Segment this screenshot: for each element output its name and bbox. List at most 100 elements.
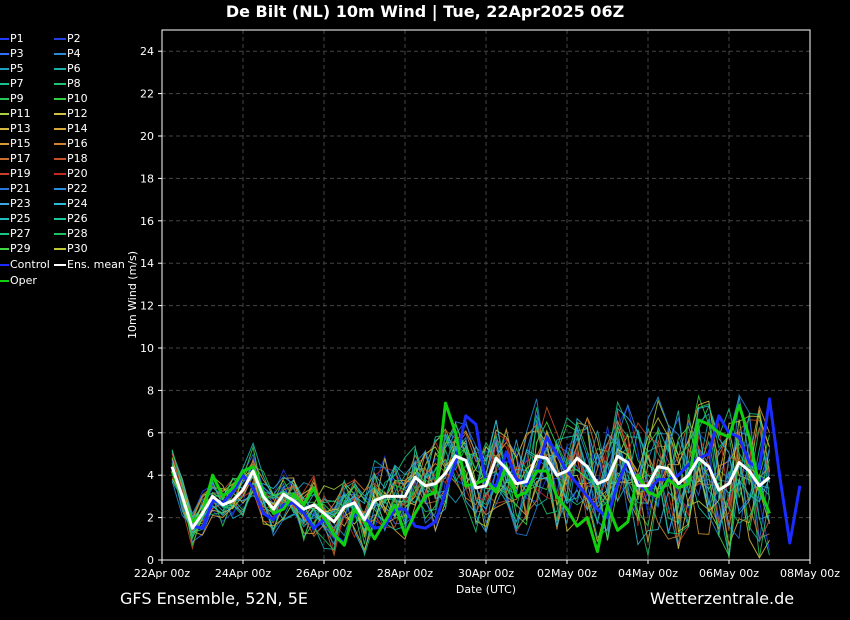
- footer-model-info: GFS Ensemble, 52N, 5E: [120, 589, 308, 608]
- y-tick-label: 20: [140, 130, 154, 143]
- y-axis-label: 10m Wind (m/s): [126, 251, 139, 339]
- x-tick-label: 22Apr 00z: [134, 567, 191, 580]
- legend-item: Ens. mean: [54, 258, 125, 271]
- y-tick-label: 6: [147, 427, 154, 440]
- legend-swatch: [0, 143, 9, 145]
- legend-label: P25: [10, 212, 31, 225]
- legend-label: P30: [67, 242, 88, 255]
- member-line-p9: [171, 403, 770, 558]
- legend-item: P28: [54, 227, 88, 240]
- x-tick-label: 26Apr 00z: [296, 567, 353, 580]
- legend-label: P5: [10, 62, 24, 75]
- legend-label: P29: [10, 242, 31, 255]
- legend-label: P17: [10, 152, 31, 165]
- x-tick-label: 08May 00z: [780, 567, 840, 580]
- legend-swatch: [54, 218, 66, 220]
- legend-item: Control: [0, 258, 50, 271]
- legend-item: P1: [0, 32, 24, 45]
- legend-swatch: [54, 173, 66, 175]
- legend-label: P9: [10, 92, 24, 105]
- legend-item: P3: [0, 47, 24, 60]
- x-tick-label: 30Apr 00z: [458, 567, 515, 580]
- legend-item: P20: [54, 167, 88, 180]
- legend-item: P15: [0, 137, 31, 150]
- oper-line: [170, 401, 771, 553]
- legend-label: P1: [10, 32, 24, 45]
- x-axis-ticks: 22Apr 00z 24Apr 00z 26Apr 00z 28Apr 00z 30Ap…: [134, 560, 840, 580]
- y-tick-label: 0: [147, 554, 154, 567]
- legend-label: P21: [10, 182, 31, 195]
- legend-item: P27: [0, 227, 31, 240]
- legend-item: Oper: [0, 274, 37, 287]
- legend-label: P20: [67, 167, 88, 180]
- legend-swatch: [54, 83, 66, 85]
- legend-item: P23: [0, 197, 31, 210]
- legend-swatch: [54, 203, 66, 205]
- legend-label: P6: [67, 62, 81, 75]
- legend-label: P11: [10, 107, 31, 120]
- legend-swatch: [0, 264, 9, 266]
- legend-label: P23: [10, 197, 31, 210]
- legend-label: P7: [10, 77, 24, 90]
- legend-swatch: [0, 280, 9, 282]
- legend-swatch: [0, 233, 9, 235]
- y-tick-label: 10: [140, 342, 154, 355]
- legend-label: P26: [67, 212, 88, 225]
- legend-item: P11: [0, 107, 31, 120]
- y-tick-label: 12: [140, 300, 154, 313]
- ens-mean-line: [170, 454, 771, 530]
- legend-item: P17: [0, 152, 31, 165]
- member-line-p19: [171, 411, 770, 545]
- legend-item: P24: [54, 197, 88, 210]
- legend-item: P16: [54, 137, 88, 150]
- legend-item: P12: [54, 107, 88, 120]
- legend-label: P14: [67, 122, 88, 135]
- legend-label: P18: [67, 152, 88, 165]
- legend-item: P21: [0, 182, 31, 195]
- legend-swatch: [0, 98, 9, 100]
- legend-item: P2: [54, 32, 81, 45]
- legend-label: P8: [67, 77, 81, 90]
- chart-title: De Bilt (NL) 10m Wind | Tue, 22Apr2025 0…: [225, 2, 625, 21]
- legend-swatch: [0, 218, 9, 220]
- legend-swatch: [54, 188, 66, 190]
- legend-swatch: [54, 264, 66, 266]
- legend-label: P2: [67, 32, 81, 45]
- footer-source: Wetterzentrale.de: [650, 589, 795, 608]
- legend-item: P7: [0, 77, 24, 90]
- legend-label: P4: [67, 47, 81, 60]
- legend-label: P19: [10, 167, 31, 180]
- legend-label: P3: [10, 47, 24, 60]
- legend-label: P15: [10, 137, 31, 150]
- legend-label: P12: [67, 107, 88, 120]
- legend-item: P26: [54, 212, 88, 225]
- y-tick-label: 8: [147, 384, 154, 397]
- y-tick-label: 2: [147, 512, 154, 525]
- legend-item: P18: [54, 152, 88, 165]
- legend-label: P16: [67, 137, 88, 150]
- member-line-p28: [171, 413, 770, 556]
- x-tick-label: 24Apr 00z: [215, 567, 272, 580]
- legend-item: P10: [54, 92, 88, 105]
- legend-swatch: [0, 173, 9, 175]
- legend-swatch: [0, 113, 9, 115]
- y-tick-label: 24: [140, 45, 154, 58]
- y-tick-label: 4: [147, 469, 154, 482]
- legend-label: P28: [67, 227, 88, 240]
- y-tick-label: 18: [140, 172, 154, 185]
- legend-label: P24: [67, 197, 88, 210]
- legend-swatch: [54, 128, 66, 130]
- legend-swatch: [0, 158, 9, 160]
- legend-item: P19: [0, 167, 31, 180]
- legend-label: Oper: [10, 274, 37, 287]
- legend-swatch: [54, 248, 66, 250]
- member-line-p30: [171, 415, 770, 552]
- legend-label: Control: [10, 258, 50, 271]
- legend-swatch: [54, 233, 66, 235]
- legend-swatch: [0, 38, 9, 40]
- legend-item: P14: [54, 122, 88, 135]
- highlight-series: [170, 397, 802, 553]
- legend-swatch: [0, 53, 9, 55]
